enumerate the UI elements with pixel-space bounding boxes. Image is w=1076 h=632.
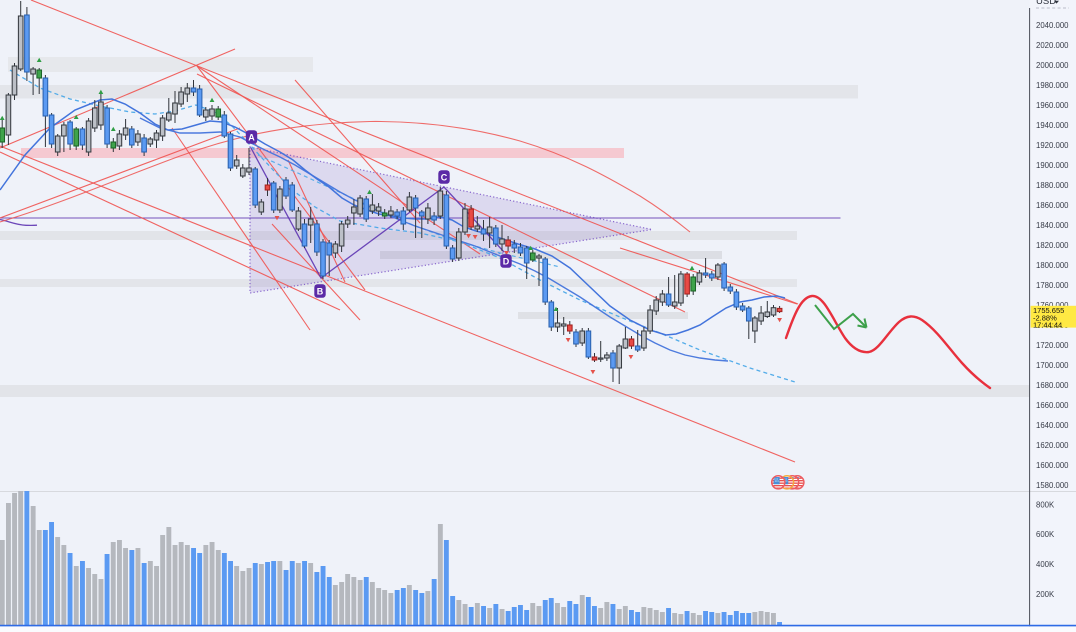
- svg-text:-2.88%: -2.88%: [1033, 313, 1057, 322]
- svg-text:1660.000: 1660.000: [1036, 401, 1069, 410]
- svg-text:B: B: [317, 286, 324, 296]
- svg-text:1940.000: 1940.000: [1036, 121, 1069, 130]
- svg-text:A: A: [248, 132, 255, 142]
- svg-text:1860.000: 1860.000: [1036, 201, 1069, 210]
- svg-text:2040.000: 2040.000: [1036, 21, 1069, 30]
- svg-text:1640.000: 1640.000: [1036, 421, 1069, 430]
- svg-text:200K: 200K: [1036, 590, 1055, 599]
- svg-text:C: C: [441, 172, 448, 182]
- svg-text:1760.000: 1760.000: [1036, 301, 1069, 310]
- svg-text:600K: 600K: [1036, 530, 1055, 539]
- svg-text:1880.000: 1880.000: [1036, 181, 1069, 190]
- svg-text:1820.000: 1820.000: [1036, 241, 1069, 250]
- svg-text:2020.000: 2020.000: [1036, 41, 1069, 50]
- svg-text:1800.000: 1800.000: [1036, 261, 1069, 270]
- svg-text:1620.000: 1620.000: [1036, 441, 1069, 450]
- svg-text:1680.000: 1680.000: [1036, 381, 1069, 390]
- svg-text:1720.000: 1720.000: [1036, 341, 1069, 350]
- svg-text:1780.000: 1780.000: [1036, 281, 1069, 290]
- svg-text:1920.000: 1920.000: [1036, 141, 1069, 150]
- svg-text:2000.000: 2000.000: [1036, 61, 1069, 70]
- svg-text:1900.000: 1900.000: [1036, 161, 1069, 170]
- svg-text:D: D: [503, 256, 510, 266]
- svg-text:USD: USD: [1036, 0, 1056, 7]
- svg-text:1960.000: 1960.000: [1036, 101, 1069, 110]
- svg-text:1755.655: 1755.655: [1033, 306, 1064, 315]
- svg-text:400K: 400K: [1036, 560, 1055, 569]
- svg-text:17:44:44: 17:44:44: [1033, 320, 1062, 329]
- svg-text:1700.000: 1700.000: [1036, 361, 1069, 370]
- svg-text:800K: 800K: [1036, 501, 1055, 510]
- svg-text:1600.000: 1600.000: [1036, 461, 1069, 470]
- svg-text:1980.000: 1980.000: [1036, 81, 1069, 90]
- svg-text:1840.000: 1840.000: [1036, 221, 1069, 230]
- svg-text:1580.000: 1580.000: [1036, 481, 1069, 490]
